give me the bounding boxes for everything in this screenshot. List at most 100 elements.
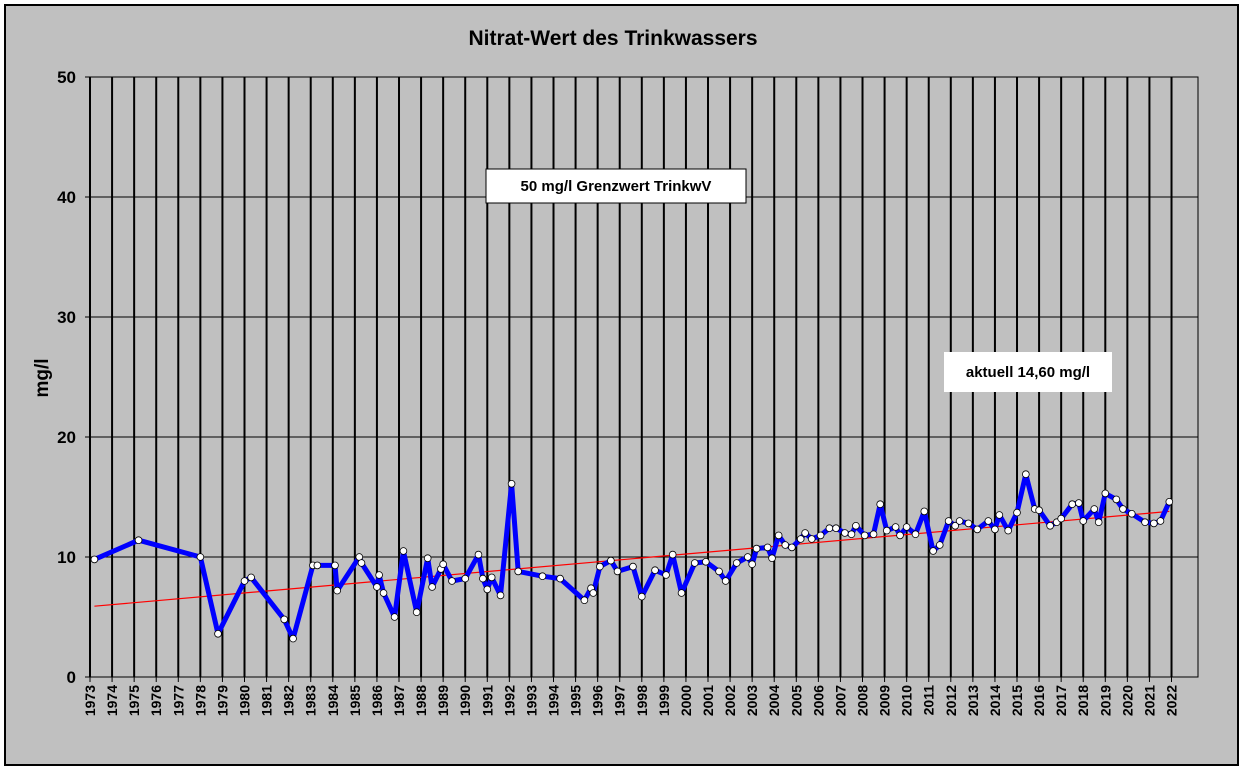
y-tick-label: 50 xyxy=(57,68,76,87)
data-point xyxy=(955,517,964,525)
x-tick-label: 2016 xyxy=(1031,685,1047,716)
data-point xyxy=(743,553,752,561)
data-point xyxy=(556,574,564,583)
data-point xyxy=(1127,509,1136,518)
data-point xyxy=(929,547,937,555)
data-point xyxy=(1022,470,1030,479)
chart-frame: Nitrat-Wert des Trinkwassers 0 10 20 30 40 50… xyxy=(4,4,1239,766)
annotation-current-text: aktuell 14,60 mg/l xyxy=(966,364,1090,381)
x-tick-label: 1994 xyxy=(546,685,562,716)
data-point xyxy=(428,583,436,591)
data-point xyxy=(538,572,547,580)
data-point xyxy=(423,554,432,562)
data-point xyxy=(247,573,255,582)
data-point xyxy=(1119,505,1127,513)
data-point xyxy=(847,530,856,538)
x-tick-label: 2021 xyxy=(1141,685,1157,716)
data-point xyxy=(951,521,960,530)
data-point xyxy=(474,550,483,559)
data-point xyxy=(920,507,929,516)
annotation-limit-text: 50 mg/l Grenzwert TrinkwV xyxy=(521,178,712,195)
x-tick-labels: 1973 1974 1975 1976 1977 1978 1979 1980 1981 1982… xyxy=(82,685,1180,716)
data-point xyxy=(280,615,289,624)
x-tick-label: 2015 xyxy=(1009,685,1025,716)
x-tick-label: 1997 xyxy=(612,685,628,716)
data-point xyxy=(902,523,911,531)
data-point xyxy=(1068,500,1076,509)
x-tick-label: 2001 xyxy=(700,685,716,716)
annotation-limit-box: 50 mg/l Grenzwert TrinkwV xyxy=(485,168,747,204)
data-point xyxy=(439,560,447,568)
x-tick-label: 2018 xyxy=(1075,685,1091,716)
data-point xyxy=(801,529,809,537)
data-point xyxy=(651,566,659,574)
data-point xyxy=(1094,518,1103,526)
data-point xyxy=(1101,489,1110,498)
data-point xyxy=(637,592,646,601)
data-point xyxy=(580,596,589,604)
x-tick-label: 1996 xyxy=(590,685,606,716)
data-point xyxy=(662,571,670,579)
data-point xyxy=(1156,517,1165,525)
data-point xyxy=(816,531,825,540)
x-tick-label: 1979 xyxy=(214,685,230,716)
data-point xyxy=(668,550,677,559)
x-tick-label: 1991 xyxy=(479,685,495,716)
x-tick-label: 1987 xyxy=(391,685,407,716)
x-tick-label: 1990 xyxy=(457,685,473,716)
chart-svg: Nitrat-Wert des Trinkwassers 0 10 20 30 40 50… xyxy=(32,27,1199,716)
data-point xyxy=(507,479,516,488)
data-point xyxy=(1075,499,1083,507)
data-point xyxy=(373,583,381,591)
x-tick-label: 1980 xyxy=(237,685,253,716)
data-point xyxy=(748,560,756,568)
x-tick-label: 2019 xyxy=(1097,685,1113,716)
data-point xyxy=(1090,505,1099,513)
data-point xyxy=(852,521,860,530)
data-point xyxy=(732,559,741,567)
x-tick-label: 2011 xyxy=(921,685,937,716)
data-point xyxy=(448,577,456,585)
x-tick-label: 1993 xyxy=(523,685,539,716)
data-point xyxy=(1165,497,1174,506)
y-axis-label: mg/l xyxy=(32,358,53,397)
data-point xyxy=(973,525,982,534)
data-point xyxy=(483,585,492,594)
x-tick-label: 2014 xyxy=(987,685,1003,716)
data-point xyxy=(690,559,699,567)
data-point xyxy=(991,525,999,534)
x-tick-label: 1988 xyxy=(413,685,429,716)
data-point xyxy=(331,561,339,570)
data-point xyxy=(399,547,408,555)
data-point xyxy=(944,517,953,525)
x-tick-label: 1999 xyxy=(656,685,672,716)
y-tick-label: 20 xyxy=(57,428,76,447)
plot-border xyxy=(89,76,1199,678)
data-point xyxy=(896,531,904,540)
x-tick-label: 1985 xyxy=(347,685,363,716)
x-tick-label: 2007 xyxy=(832,685,848,716)
x-tick-label: 1973 xyxy=(82,685,98,716)
x-tick-label: 2010 xyxy=(899,685,915,716)
data-point xyxy=(313,561,322,570)
data-point xyxy=(781,541,790,549)
x-tick-label: 2022 xyxy=(1164,685,1180,716)
data-point xyxy=(721,577,730,585)
data-point xyxy=(479,574,487,583)
data-point xyxy=(90,555,99,564)
data-point xyxy=(715,567,723,576)
data-point xyxy=(807,535,816,543)
data-point xyxy=(1013,508,1021,517)
x-tick-label: 1975 xyxy=(126,685,142,716)
y-tick-label: 10 xyxy=(57,548,76,567)
data-point xyxy=(333,586,342,595)
data-point xyxy=(357,559,366,567)
x-tick-label: 2017 xyxy=(1053,685,1069,716)
x-tick-label: 2008 xyxy=(855,685,871,716)
data-point xyxy=(702,557,710,566)
data-point xyxy=(964,519,973,528)
data-point xyxy=(774,531,783,540)
data-point xyxy=(487,573,496,582)
data-point xyxy=(214,629,222,638)
x-tick-label: 2020 xyxy=(1119,685,1135,716)
